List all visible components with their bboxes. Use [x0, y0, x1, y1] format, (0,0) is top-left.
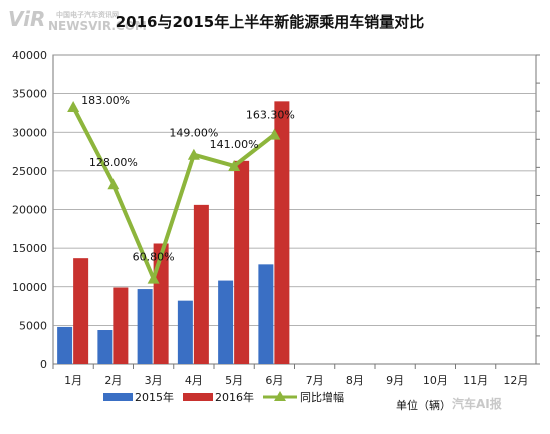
gridlines	[53, 54, 536, 326]
bar-2015	[258, 264, 274, 364]
watermark-logo: ViR	[8, 7, 45, 31]
legend-swatch-2015	[103, 393, 133, 401]
growth-data-label: 163.30%	[246, 109, 295, 122]
growth-marker	[67, 100, 80, 112]
x-tick-label: 8月	[346, 374, 364, 387]
bar-2015	[177, 300, 193, 364]
growth-marker	[228, 159, 241, 171]
growth-marker	[147, 272, 160, 284]
legend-label-2016: 2016年	[215, 390, 254, 404]
x-tick-label: 6月	[265, 374, 283, 387]
x-tick-label: 10月	[423, 374, 448, 387]
bar-2015	[97, 330, 113, 364]
legend-label-2015: 2015年	[135, 390, 174, 404]
x-tick-label: 1月	[64, 374, 82, 387]
x-tick-label: 3月	[145, 374, 163, 387]
watermark-bottom: 汽车AI报	[452, 396, 502, 411]
bar-2016	[274, 101, 290, 364]
bar-2015	[218, 280, 234, 364]
y-tick-label: 15000	[12, 242, 47, 255]
y-tick-label: 30000	[12, 126, 47, 139]
x-tick-label: 2月	[104, 374, 122, 387]
growth-line-path	[71, 106, 276, 281]
y-tick-label: 5000	[19, 319, 47, 332]
y-tick-label: 10000	[12, 281, 47, 294]
x-axis-ticks: 1月 2月 3月 4月 5月 6月 7月 8月 9月 10月 11月 12月	[52, 364, 528, 387]
x-tick-label: 5月	[225, 374, 243, 387]
legend-swatch-2016	[183, 393, 213, 401]
bar-2016	[153, 243, 169, 364]
growth-data-label: 60.80%	[133, 251, 175, 264]
growth-data-label: 128.00%	[89, 156, 138, 169]
bar-2016	[113, 287, 129, 364]
bars	[57, 101, 290, 364]
legend: 2015年 2016年 同比增幅	[103, 390, 344, 404]
x-tick-label: 11月	[463, 374, 488, 387]
y-tick-label: 40000	[12, 49, 47, 62]
x-tick-label: 12月	[503, 374, 528, 387]
bar-2016	[234, 160, 250, 364]
y-axis-ticks: 0 5000 10000 15000 20000 25000 30000 35000 40000	[12, 49, 47, 371]
growth-data-label: 183.00%	[81, 94, 130, 107]
y-tick-label: 20000	[12, 204, 47, 217]
x-tick-label: 7月	[306, 374, 324, 387]
chart-title: 2016与2015年上半年新能源乘用车销量对比	[116, 13, 425, 31]
legend-marker-growth	[274, 391, 286, 401]
x-tick-label: 4月	[185, 374, 203, 387]
bar-2015	[137, 289, 153, 364]
bar-2016	[193, 204, 209, 364]
growth-marker	[268, 128, 281, 140]
y-tick-label: 0	[40, 358, 47, 371]
secondary-axis-ticks	[536, 54, 540, 365]
data-labels: 183.00% 128.00% 60.80% 149.00%141.00% 163.30…	[81, 94, 295, 264]
bar-2016	[73, 258, 89, 364]
y-tick-label: 25000	[12, 165, 47, 178]
growth-line	[67, 100, 281, 284]
growth-marker	[107, 178, 120, 190]
watermark-subtext: 中国电子汽车资讯网	[56, 10, 119, 19]
growth-data-label: 141.00%	[210, 138, 259, 151]
growth-marker	[187, 148, 200, 160]
bar-2015	[57, 326, 73, 364]
watermark-text: NEWSVIR.COM	[48, 19, 147, 33]
growth-data-label: 149.00%	[169, 127, 218, 140]
x-tick-label: 9月	[386, 374, 404, 387]
legend-label-growth: 同比增幅	[300, 390, 344, 404]
y-tick-label: 35000	[12, 88, 47, 101]
unit-label: 单位（辆）	[396, 398, 451, 412]
